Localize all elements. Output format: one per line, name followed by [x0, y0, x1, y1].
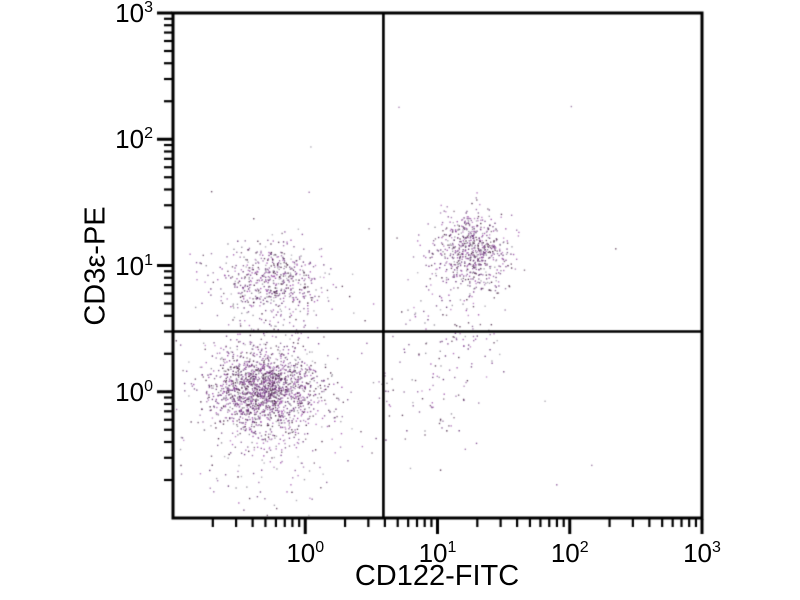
- y-axis-title: CD3ε-PE: [79, 206, 112, 326]
- x-tick-label-10e2: 102: [550, 538, 589, 568]
- y-tick-label-10e2: 102: [115, 124, 153, 155]
- x-tick-label-10e0: 100: [286, 538, 325, 568]
- y-tick-label-10e3: 103: [115, 0, 153, 28]
- y-tick-label-10e0: 100: [115, 376, 153, 407]
- y-tick-label-10e1: 101: [115, 250, 153, 281]
- x-tick-label-10e1: 101: [418, 538, 457, 568]
- x-tick-label-10e3: 103: [683, 538, 721, 568]
- x-axis-title: CD122-FITC: [354, 560, 520, 592]
